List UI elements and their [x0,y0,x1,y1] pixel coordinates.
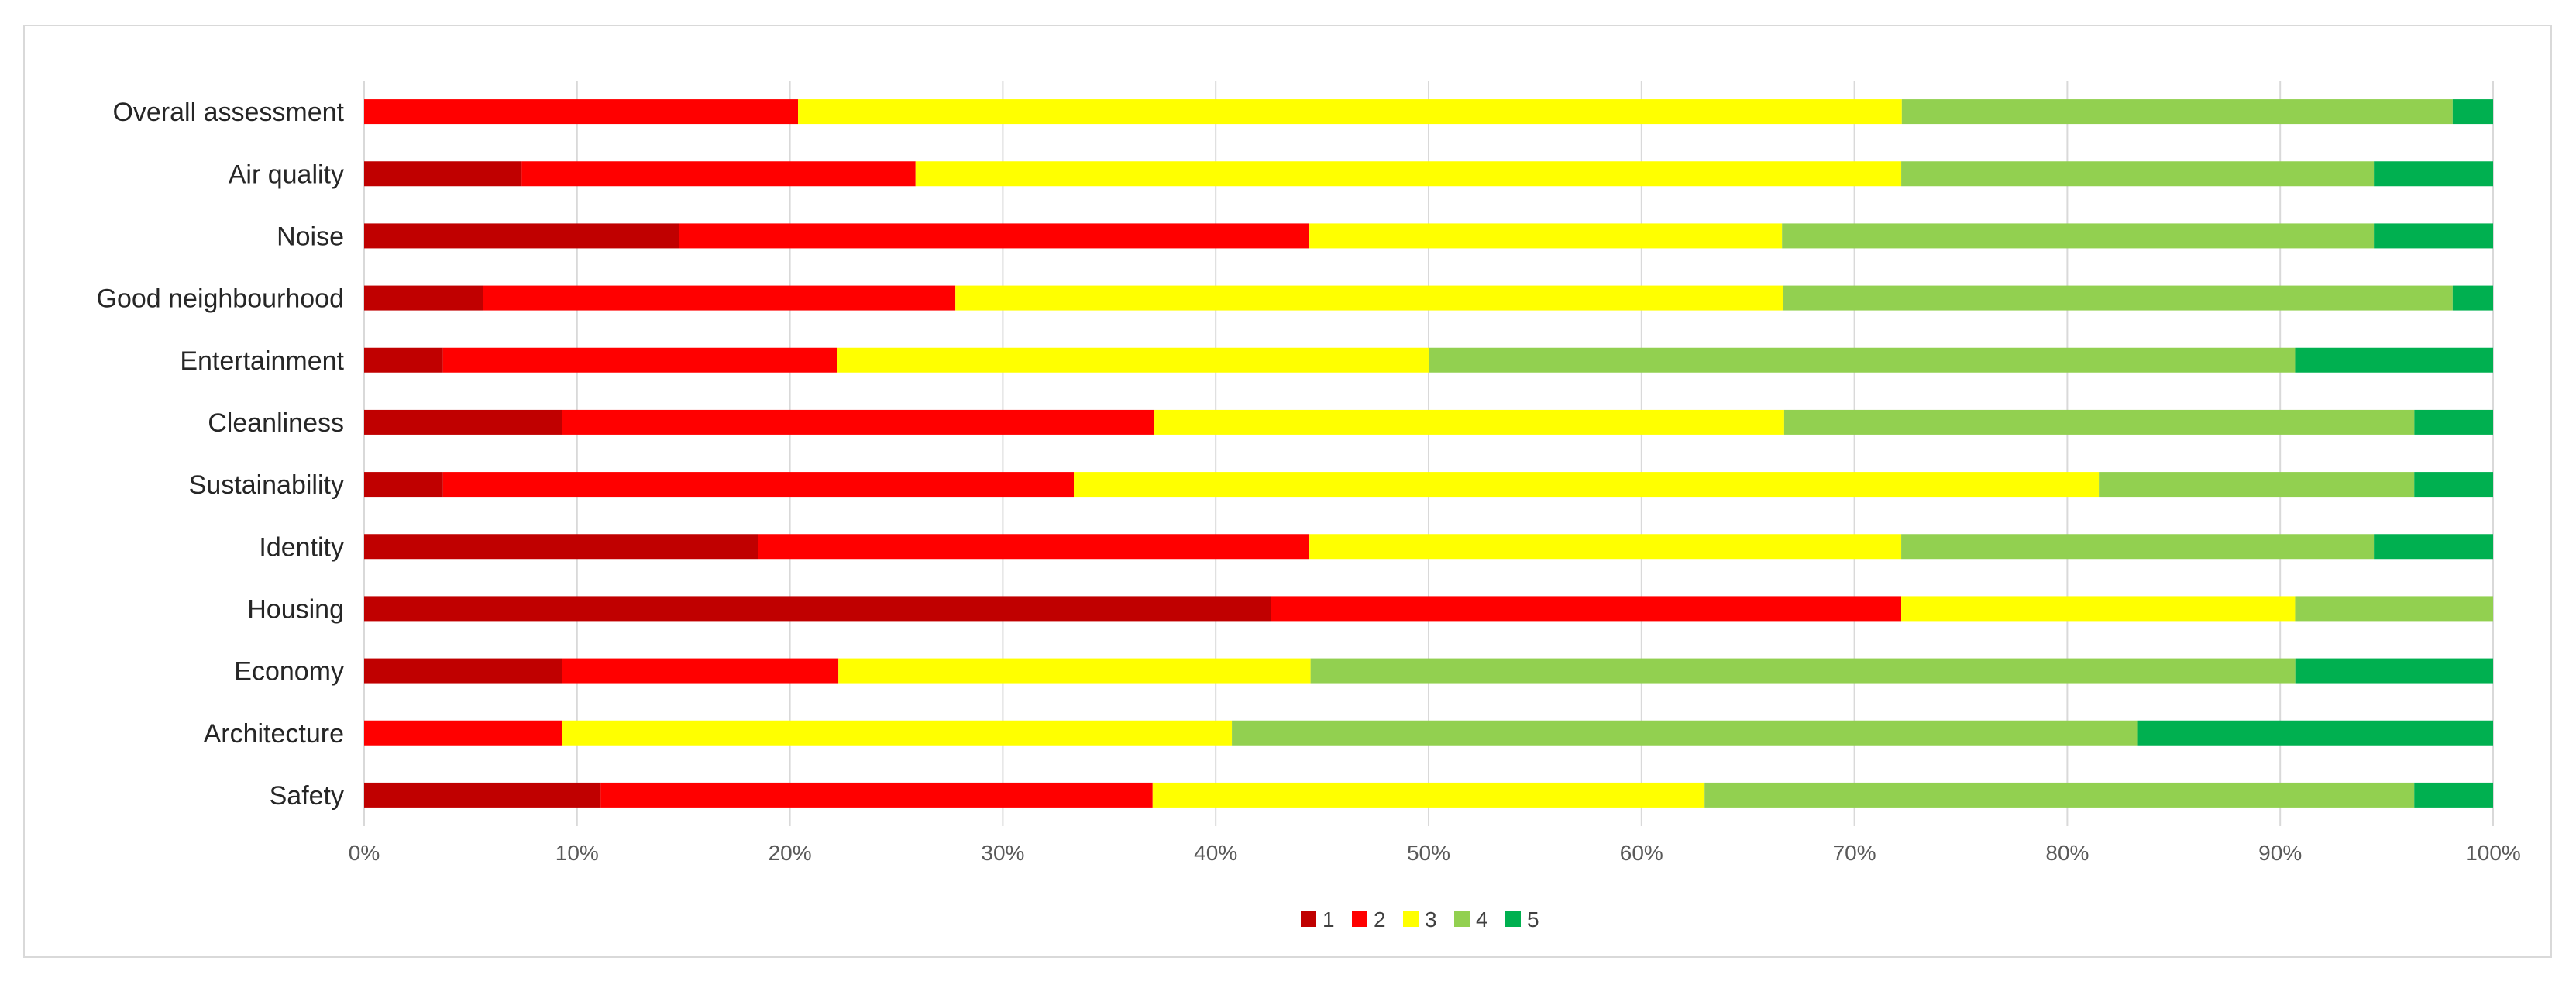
bar-segment [1154,409,1784,435]
bar-segment [1901,534,2375,560]
bar-segment [364,161,522,187]
bar-segment [364,409,562,435]
category-label: Safety [270,781,344,811]
bar-segment [1309,223,1783,249]
bar-segment [1309,534,1902,560]
x-tick-label: 20% [769,841,812,865]
legend-swatch [1454,911,1470,927]
bar-segment [364,534,758,560]
bar-segment [2099,472,2415,498]
bars [364,99,2493,808]
x-tick-label: 90% [2258,841,2302,865]
bar-segment [2137,720,2493,746]
bar-segment [2414,472,2493,498]
x-tick-label: 60% [1620,841,1663,865]
bar-segment [1782,223,2375,249]
bar-segment [2295,658,2493,684]
bar-segment [798,99,1902,125]
bar-segment [600,782,1153,808]
x-tick-label: 10% [555,841,599,865]
bar-segment [364,658,562,684]
bar-segment [1310,658,2296,684]
bar-segment [364,596,1271,622]
bar-segment [562,720,1233,746]
bar-segment [2414,782,2493,808]
category-label: Housing [247,594,344,624]
bar-segment [364,347,443,373]
x-tick-label: 0% [349,841,380,865]
bar-segment [2374,534,2493,560]
bar-segment [2295,596,2493,622]
legend-label: 1 [1322,908,1335,932]
category-label: Sustainability [189,470,344,500]
bar-segment [521,161,916,187]
x-tick-label: 40% [1194,841,1237,865]
bar-segment [364,285,483,311]
legend-swatch [1352,911,1367,927]
bar-segment [1783,285,2453,311]
bar-segment [1074,472,2100,498]
category-label: Overall assessment [112,98,344,127]
legend-label: 2 [1374,908,1386,932]
bar-segment [679,223,1310,249]
bar-segment [837,347,1429,373]
bar-segment [364,782,601,808]
bar-segment [915,161,1902,187]
bar-segment [1152,782,1705,808]
legend-label: 4 [1476,908,1488,932]
category-labels: Overall assessment Air quality Noise Good n… [97,98,345,811]
legend-label: 5 [1527,908,1539,932]
bar-segment [562,658,839,684]
category-label: Identity [259,532,344,562]
bar-segment [2374,223,2493,249]
category-label: Air quality [229,160,344,189]
bar-segment [2452,99,2493,125]
bar-segment [442,472,1074,498]
category-label: Noise [277,222,344,251]
bar-segment [1783,409,2415,435]
legend-swatch [1301,911,1316,927]
x-tick-label: 70% [1833,841,1876,865]
bar-segment [838,658,1311,684]
bar-segment [955,285,1783,311]
bar-segment [1901,161,2375,187]
bar-segment [2295,347,2493,373]
bar-segment [1271,596,1902,622]
bar-segment [562,409,1154,435]
stacked-bar-chart: Overall assessment Air quality Noise Good n… [97,81,2521,932]
bar-segment [442,347,837,373]
category-label: Cleanliness [208,408,344,438]
x-tick-label: 80% [2045,841,2089,865]
legend-swatch [1505,911,1521,927]
x-tick-label: 50% [1407,841,1450,865]
category-label: Entertainment [180,346,344,376]
bar-segment [483,285,956,311]
bar-segment [364,720,562,746]
bar-segment [2374,161,2493,187]
legend-label: 3 [1425,908,1437,932]
category-label: Architecture [204,719,344,749]
bar-segment [758,534,1310,560]
bar-segment [1429,347,2296,373]
chart-frame: Overall assessment Air quality Noise Good n… [23,25,2552,958]
x-tick-labels: 0% 10% 20% 30% 40% 50% 60% 70% 80% 90% 100% [349,841,2521,865]
bar-segment [2414,409,2493,435]
bar-segment [1901,596,2296,622]
bar-segment [364,99,799,125]
bar-segment [364,472,443,498]
x-tick-label: 100% [2465,841,2521,865]
category-label: Good neighbourhood [97,284,345,314]
bar-segment [1704,782,2415,808]
bar-segment [364,223,679,249]
bar-segment [1901,99,2453,125]
gridlines [363,81,2494,826]
legend: 1 2 3 4 5 [1301,908,1539,932]
x-tick-label: 30% [981,841,1024,865]
category-label: Economy [234,657,344,687]
legend-swatch [1403,911,1419,927]
bar-segment [1232,720,2138,746]
bar-segment [2452,285,2493,311]
